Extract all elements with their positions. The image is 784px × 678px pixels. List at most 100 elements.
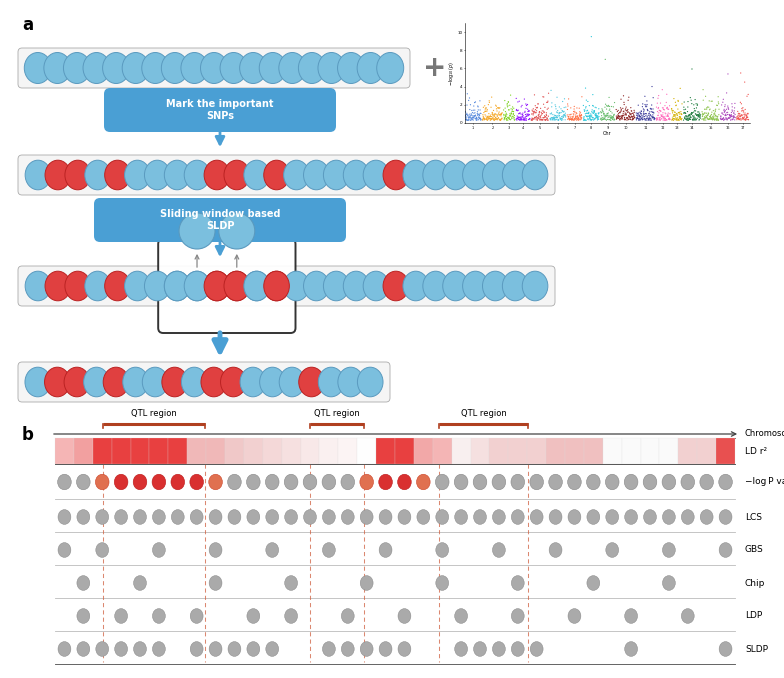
- Ellipse shape: [122, 52, 149, 83]
- Point: [720, 113, 733, 124]
- Point: [630, 108, 643, 119]
- Ellipse shape: [244, 160, 270, 190]
- Point: [499, 112, 511, 123]
- Point: [493, 109, 506, 120]
- Point: [534, 115, 546, 125]
- Point: [690, 102, 702, 113]
- Point: [695, 114, 708, 125]
- Text: QTL region: QTL region: [131, 409, 176, 418]
- Ellipse shape: [65, 160, 90, 190]
- Point: [637, 108, 650, 119]
- Point: [495, 108, 508, 119]
- Point: [575, 113, 588, 123]
- Point: [465, 108, 477, 119]
- Point: [677, 115, 690, 125]
- Point: [732, 110, 745, 121]
- Point: [590, 108, 602, 119]
- Point: [472, 112, 485, 123]
- Point: [587, 108, 600, 119]
- Point: [508, 110, 521, 121]
- Point: [688, 115, 700, 125]
- Point: [660, 89, 673, 100]
- Point: [492, 113, 505, 123]
- Ellipse shape: [423, 271, 448, 301]
- Point: [737, 113, 750, 124]
- Point: [686, 108, 699, 119]
- Point: [549, 113, 561, 124]
- Point: [492, 103, 505, 114]
- Ellipse shape: [530, 641, 543, 656]
- Point: [563, 109, 575, 120]
- Point: [598, 113, 611, 124]
- Point: [720, 115, 733, 125]
- Point: [480, 111, 492, 121]
- Ellipse shape: [165, 271, 190, 301]
- Ellipse shape: [436, 576, 448, 591]
- Point: [726, 102, 739, 113]
- Point: [505, 111, 517, 122]
- Point: [461, 100, 474, 111]
- Point: [559, 111, 572, 121]
- Point: [681, 112, 693, 123]
- Point: [575, 107, 587, 118]
- Point: [705, 113, 717, 124]
- Bar: [414, 438, 433, 464]
- Bar: [131, 438, 150, 464]
- Ellipse shape: [25, 160, 51, 190]
- Point: [607, 114, 619, 125]
- Point: [634, 112, 647, 123]
- Bar: [339, 438, 358, 464]
- Point: [671, 115, 684, 125]
- Point: [660, 114, 673, 125]
- Point: [557, 112, 570, 123]
- Point: [513, 108, 525, 119]
- Point: [554, 113, 566, 124]
- Point: [717, 94, 730, 104]
- Point: [503, 100, 516, 111]
- Point: [619, 108, 632, 119]
- Point: [507, 103, 520, 114]
- Point: [680, 111, 692, 122]
- Point: [460, 113, 473, 123]
- Point: [625, 102, 637, 113]
- Ellipse shape: [263, 271, 289, 301]
- Point: [655, 111, 668, 121]
- Point: [625, 105, 637, 116]
- Point: [539, 111, 551, 122]
- Point: [470, 114, 482, 125]
- Point: [704, 113, 717, 123]
- Point: [622, 95, 634, 106]
- Ellipse shape: [58, 510, 71, 524]
- Point: [554, 113, 566, 123]
- Point: [628, 112, 641, 123]
- Point: [682, 115, 695, 125]
- Point: [707, 105, 720, 116]
- Point: [485, 115, 497, 125]
- Point: [682, 110, 695, 121]
- Point: [577, 115, 590, 125]
- Point: [717, 113, 730, 124]
- Point: [535, 115, 548, 125]
- Point: [473, 109, 485, 120]
- Ellipse shape: [463, 160, 488, 190]
- Point: [645, 104, 658, 115]
- Point: [605, 101, 618, 112]
- Bar: [206, 438, 225, 464]
- Point: [521, 109, 534, 120]
- Point: [740, 110, 753, 121]
- Point: [604, 111, 616, 122]
- Point: [701, 102, 713, 113]
- Point: [681, 106, 694, 117]
- Point: [612, 110, 625, 121]
- Point: [691, 99, 704, 110]
- Ellipse shape: [503, 271, 528, 301]
- Ellipse shape: [360, 474, 373, 490]
- Point: [701, 102, 713, 113]
- Point: [554, 107, 566, 118]
- Point: [678, 97, 691, 108]
- Point: [737, 102, 750, 113]
- Point: [540, 109, 553, 120]
- Point: [482, 111, 495, 122]
- Point: [596, 104, 608, 115]
- Ellipse shape: [25, 271, 51, 301]
